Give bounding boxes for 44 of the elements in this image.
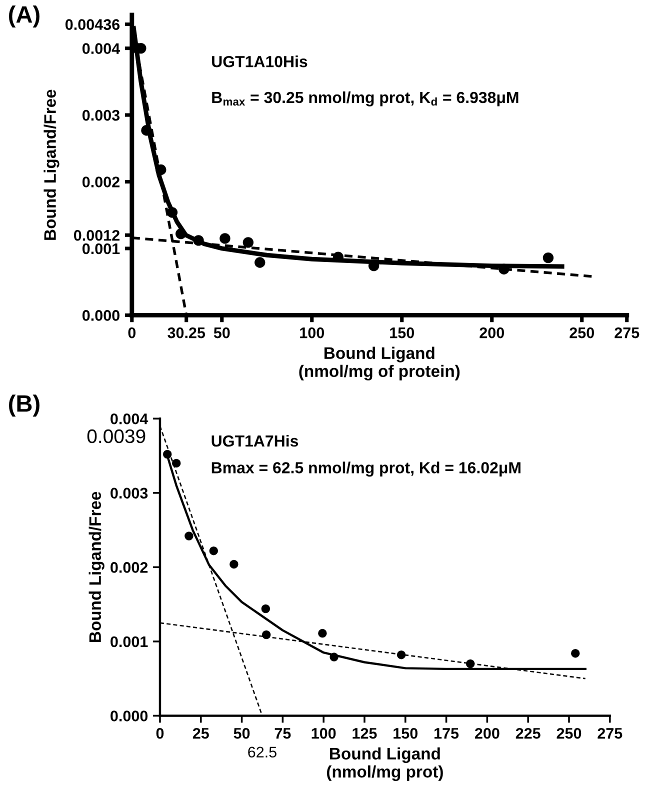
annotation: B$_{max}$ = 30.25 nmol/mg prot, K$_{d}$ = 6.938μM <box>212 91 518 106</box>
y-tick-label: 0.004 <box>82 43 120 54</box>
x-tick-label: 50 <box>214 327 230 338</box>
y-tick-label: 0.003 <box>110 488 148 499</box>
y-axis-title: Bound Ligand/Free <box>44 90 60 240</box>
x-tick-label: 75 <box>274 728 291 739</box>
y-tick-label: 0.003 <box>82 110 120 121</box>
x-tick-label: 275 <box>614 327 640 338</box>
x-tick-label: 100 <box>300 327 324 338</box>
x-tick-label: 0 <box>156 728 164 739</box>
x-tick-label: 150 <box>394 728 418 739</box>
x-axis-title: Bound Ligand (nmol/mg of protein) <box>299 346 460 380</box>
x-tick-label: 50 <box>234 728 250 739</box>
x-tick-label: 175 <box>434 728 459 739</box>
y-tick-label: 0.000 <box>82 310 120 321</box>
x-tick-label: 150 <box>390 327 414 338</box>
y-tick-label: 0.002 <box>110 562 148 573</box>
annotation: UGT1A10His <box>212 56 308 68</box>
x-tick-label: 250 <box>556 728 582 739</box>
y-tick-label: 0.00436 <box>65 19 120 30</box>
x-tick-label: 125 <box>352 728 377 739</box>
y-tick-label: 0.000 <box>110 710 148 722</box>
x-tick-label: 100 <box>312 728 336 739</box>
y-tick-label: 0.0012 <box>74 230 120 241</box>
x-tick-label: 250 <box>570 327 594 338</box>
y-tick-label: 0.002 <box>82 176 120 188</box>
x-tick-label: 200 <box>480 327 504 338</box>
chart-title: (A) <box>9 6 40 28</box>
annotation: UGT1A7His <box>212 434 298 447</box>
x-tick-label: 0 <box>128 327 136 338</box>
x-tick-label: 25 <box>192 728 209 739</box>
chart-title: (B) <box>9 394 40 417</box>
annotation: Bmax = 62.5 nmol/mg prot, Kd = 16.02μM <box>212 462 520 477</box>
y-tick-label: 0.001 <box>82 243 120 254</box>
annotation: 62.5 <box>248 746 276 758</box>
x-axis-title: Bound Ligand (nmol/mg prot) <box>326 747 443 781</box>
y-tick-label: 0.004 <box>110 413 148 424</box>
annotation: 0.0039 <box>87 429 146 444</box>
y-tick-label: 0.001 <box>110 636 148 648</box>
y-axis-title: Bound Ligand/Free <box>88 492 104 642</box>
x-tick-label: 30.25 <box>168 327 206 338</box>
x-tick-label: 200 <box>474 728 500 739</box>
x-tick-label: 225 <box>516 728 540 739</box>
x-tick-label: 275 <box>598 728 622 739</box>
